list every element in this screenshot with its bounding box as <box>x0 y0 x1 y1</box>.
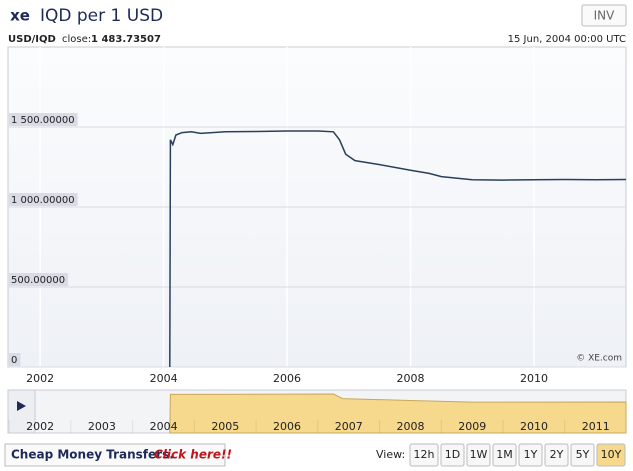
view-button-label: 1W <box>470 448 488 461</box>
view-button[interactable] <box>466 443 491 467</box>
view-button[interactable] <box>544 443 569 467</box>
navigator-area <box>169 393 627 434</box>
navigator-tick-label: 2010 <box>520 420 548 433</box>
y-tick-label-box <box>9 353 21 366</box>
logo-box <box>6 4 34 26</box>
close-value: 1 483.73507 <box>91 34 161 45</box>
x-tick-label: 2010 <box>520 372 548 385</box>
view-label: View: <box>376 448 405 461</box>
y-tick-label-box <box>9 113 78 126</box>
navigator-tick-label: 2008 <box>397 420 425 433</box>
main-chart: 2002 2004 2006 2008 2010 0 500.00000 1 000.0000… <box>8 47 627 385</box>
navigator-chart: 2002 2003 2004 2005 2006 2007 2008 2009 2010 2011 <box>8 393 627 434</box>
inv-label: INV <box>594 9 616 23</box>
view-button-label: 12h <box>414 448 435 461</box>
view-button[interactable] <box>492 443 517 467</box>
view-button-label: 1D <box>445 448 460 461</box>
logo: xe <box>10 7 30 25</box>
promo: Cheap Money Transfers. <box>11 448 174 462</box>
x-tick-label: 2006 <box>273 372 301 385</box>
x-tick-label: 2002 <box>26 372 54 385</box>
view-button-label: 10Y <box>601 448 622 461</box>
pair: USD/IQD <box>8 34 56 45</box>
view-button[interactable] <box>570 443 595 467</box>
navigator-tick-label: 2004 <box>150 420 178 433</box>
title: IQD per 1 USD <box>40 6 163 26</box>
view-button[interactable] <box>518 443 543 467</box>
navigator-tick-label: 2003 <box>88 420 116 433</box>
annotation: © XE.com <box>576 354 622 364</box>
navigator-tick-label: 2011 <box>582 420 610 433</box>
y-tick-label-box <box>9 273 69 286</box>
promo-link[interactable]: Click here!! <box>154 448 232 462</box>
close-label: close: <box>62 34 91 45</box>
view-button-label: 1M <box>496 448 513 461</box>
view-buttons: 12h 1D 1W 1M 1Y 2Y 5Y 10Y <box>409 443 626 467</box>
date: 15 Jun, 2004 00:00 UTC <box>508 34 626 45</box>
y-tick-label: 1 000.00000 <box>11 195 75 206</box>
view-button-label: 2Y <box>550 448 564 461</box>
play-box[interactable] <box>7 389 36 434</box>
view-button-label: 1Y <box>524 448 538 461</box>
y-tick-label: 1 500.00000 <box>11 115 75 126</box>
rate-line <box>169 130 627 368</box>
navigator-tick-label: 2009 <box>458 420 486 433</box>
view-button[interactable] <box>440 443 465 467</box>
view-button[interactable] <box>409 443 439 467</box>
y-tick-label: 500.00000 <box>11 275 65 286</box>
x-tick-label: 2008 <box>397 372 425 385</box>
play-icon <box>17 401 26 411</box>
navigator-tick-label: 2006 <box>273 420 301 433</box>
navigator-tick-label: 2007 <box>335 420 363 433</box>
x-tick-label: 2004 <box>150 372 178 385</box>
y-tick-label: 0 <box>11 355 17 366</box>
y-tick-label-box <box>9 193 78 206</box>
view-button-label: 5Y <box>576 448 590 461</box>
inv-button[interactable] <box>581 4 627 27</box>
navigator-tick-label: 2005 <box>211 420 239 433</box>
navigator-tick-label: 2002 <box>26 420 54 433</box>
promo-box[interactable] <box>4 443 226 467</box>
view-button[interactable] <box>596 443 626 467</box>
